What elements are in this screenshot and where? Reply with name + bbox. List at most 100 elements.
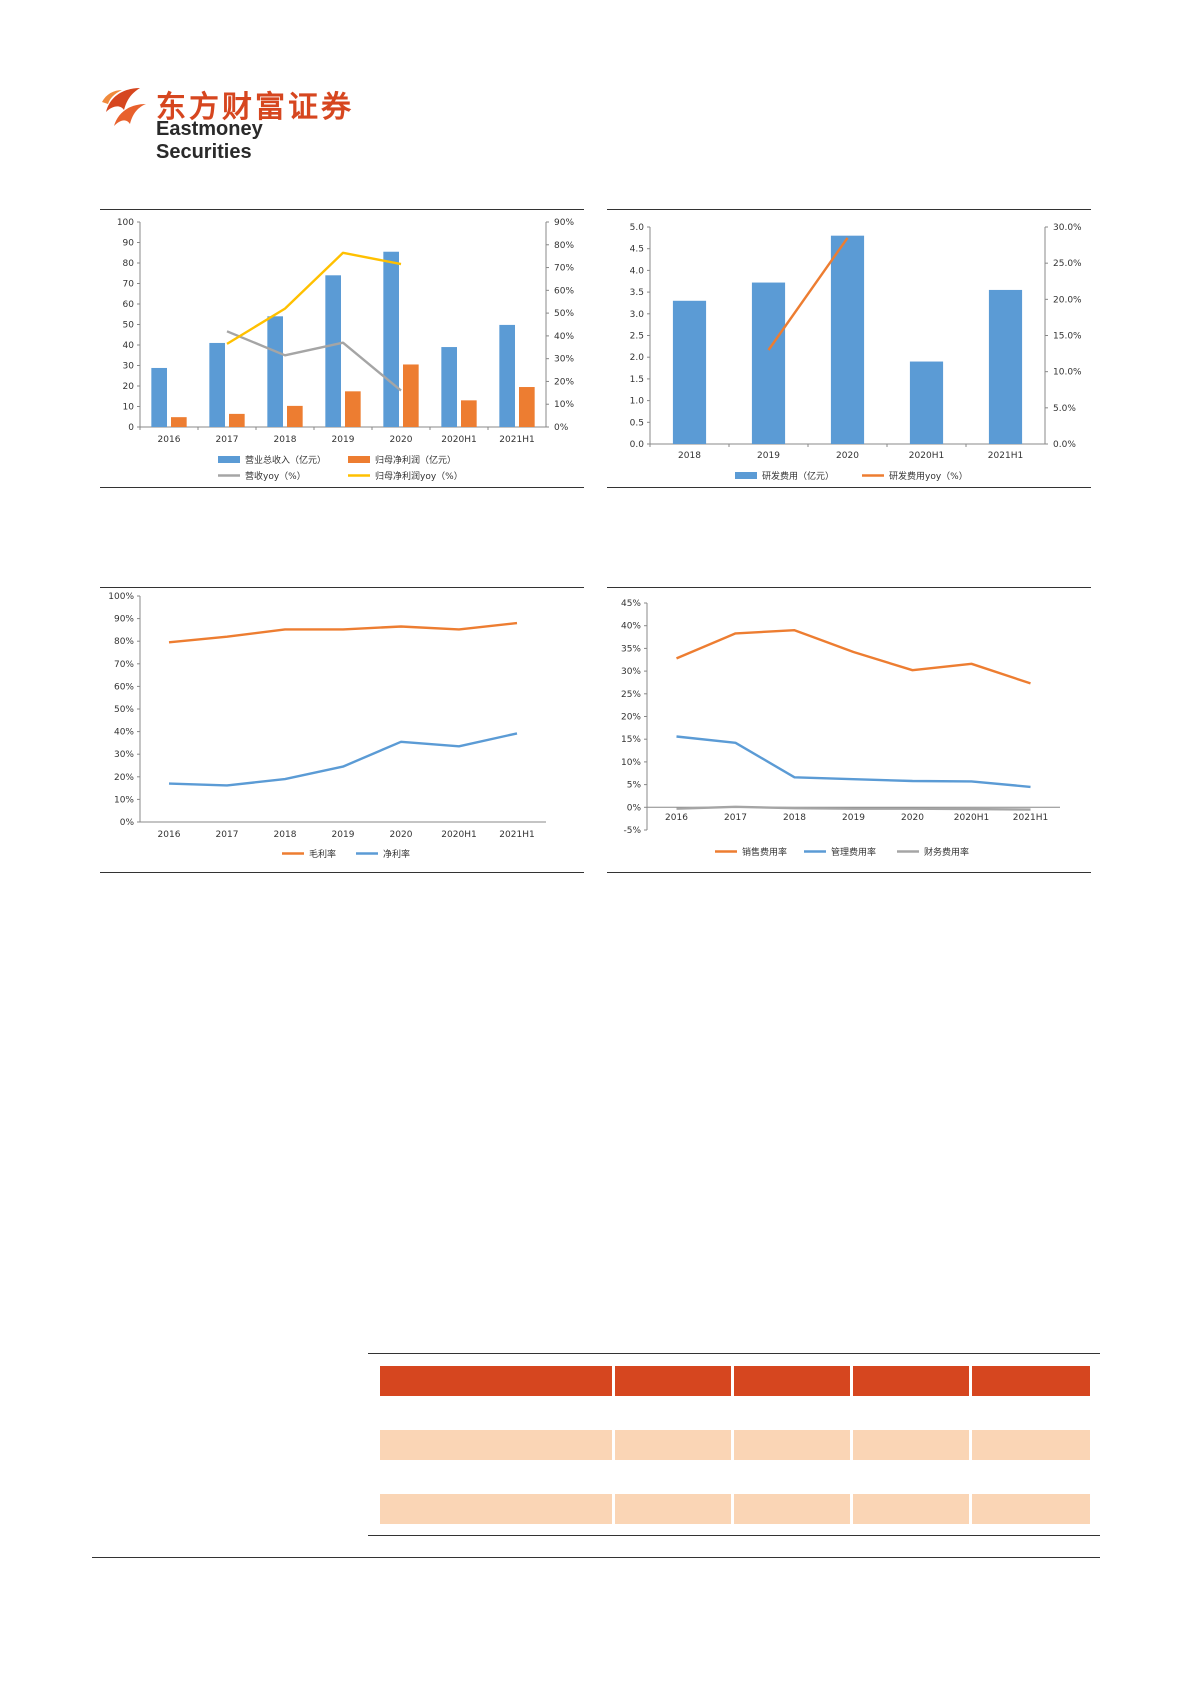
y-tick-label: 90% [114, 615, 134, 625]
table-cell [615, 1494, 731, 1524]
footer-rule [92, 1557, 1100, 1558]
y-tick-label: 70% [114, 660, 134, 670]
bar [325, 275, 341, 427]
margin-chart: 0% 10% 20% 30% 40% 50% 60% 70% 80% 90% 100% 2016 201… [100, 588, 584, 872]
x-tick-label: 2020 [390, 435, 413, 445]
y-tick-label: 20 [123, 382, 135, 392]
y-tick-label: 70 [123, 280, 135, 290]
series-line [226, 330, 402, 392]
x-tick-label: 2016 [665, 813, 688, 823]
y-tick-label: 4.5 [630, 245, 644, 255]
expense-ratio-chart: -5% 0% 5% 10% 15% 20% 25% 30% 35% 40% 45% 2016 2017 2… [607, 588, 1091, 872]
y-tick-label: 0 [128, 423, 134, 433]
x-tick-label: 2020H1 [909, 451, 944, 461]
bar [672, 300, 707, 444]
x-tick-label: 2020H1 [441, 830, 476, 840]
legend-label: 净利率 [383, 848, 410, 860]
legend-label: 营业总收入（亿元） [245, 454, 326, 466]
y-tick-label: 40% [114, 728, 134, 738]
table-cell [380, 1494, 612, 1524]
table-header-row [380, 1366, 1090, 1396]
table-row [380, 1494, 1090, 1524]
y2-tick-label: 70% [554, 264, 574, 274]
y-tick-label: 20% [114, 773, 134, 783]
y-tick-label: 40% [621, 622, 641, 632]
y-tick-label: 25% [621, 690, 641, 700]
y2-tick-label: 60% [554, 286, 574, 296]
series-line [168, 732, 518, 787]
y2-tick-label: 80% [554, 241, 574, 251]
table-cell [972, 1430, 1090, 1460]
legend-label: 归母净利润yoy（%） [375, 470, 463, 482]
y-tick-label: 3.5 [630, 288, 644, 298]
y-tick-label: 5.0 [630, 223, 645, 233]
rd-expense-chart: 0.0 0.5 1.0 1.5 2.0 2.5 3.0 3.5 4.0 4.5 5.0 0.0% 5.0… [607, 210, 1091, 487]
legend-label: 营收yoy（%） [245, 470, 306, 482]
x-tick-label: 2018 [274, 435, 297, 445]
y-tick-label: 80 [123, 259, 135, 269]
x-tick-label: 2018 [783, 813, 806, 823]
bar [267, 316, 283, 427]
table-cell [734, 1430, 850, 1460]
legend-swatch [735, 472, 757, 479]
chart-svg: 0.0 0.5 1.0 1.5 2.0 2.5 3.0 3.5 4.0 4.5 5.0 0.0% 5.0… [630, 223, 1082, 482]
chart-svg: 0 10 20 30 40 50 60 70 80 90 100 0% 10% 20% 30% 40% 50% 6… [117, 218, 575, 482]
y-tick-label: 40 [123, 341, 135, 351]
bar [209, 342, 225, 427]
chart3-bottom-rule [100, 872, 584, 873]
y-tick-label: 80% [114, 637, 134, 647]
bar [499, 324, 515, 427]
x-tick-label: 2021H1 [499, 830, 534, 840]
y-tick-label: 90 [123, 239, 135, 249]
flame-icon [102, 88, 146, 126]
bar [403, 364, 419, 427]
bar [461, 400, 477, 427]
y-tick-label: 35% [621, 644, 641, 654]
chart-svg: -5% 0% 5% 10% 15% 20% 25% 30% 35% 40% 45% 2016 2017 2… [621, 599, 1060, 858]
revenue-profit-chart: 0 10 20 30 40 50 60 70 80 90 100 0% 10% 20% 30% 40% 50% 6… [100, 210, 584, 487]
x-tick-label: 2019 [757, 451, 780, 461]
y-tick-label: 15% [621, 735, 641, 745]
x-tick-label: 2016 [158, 830, 181, 840]
table-cell [972, 1494, 1090, 1524]
y2-tick-label: 5.0% [1053, 404, 1076, 414]
y-tick-label: 60 [123, 300, 135, 310]
y-tick-label: 100 [117, 218, 134, 228]
chart1-bottom-rule [100, 487, 584, 488]
bar [229, 413, 245, 427]
y2-tick-label: 30% [554, 355, 574, 365]
table-cell [853, 1430, 969, 1460]
table-cell [734, 1494, 850, 1524]
y-tick-label: 0% [627, 803, 642, 813]
bar [345, 391, 361, 427]
y2-tick-label: 20.0% [1053, 295, 1082, 305]
table-bottom-rule [368, 1535, 1100, 1536]
y-tick-label: 50% [114, 705, 134, 715]
table-top-rule [368, 1353, 1100, 1354]
y-tick-label: 30 [123, 362, 135, 372]
chart1-top-rule [100, 209, 584, 210]
x-tick-label: 2021H1 [1013, 813, 1048, 823]
table-header-cell [615, 1366, 731, 1396]
y-tick-label: 1.0 [630, 397, 645, 407]
legend-label: 研发费用yoy（%） [889, 470, 968, 482]
x-tick-label: 2018 [678, 451, 701, 461]
series-line [226, 251, 402, 345]
y2-tick-label: 50% [554, 309, 574, 319]
table-header-cell [734, 1366, 850, 1396]
chart2-bottom-rule [607, 487, 1091, 488]
x-tick-label: 2020 [836, 451, 859, 461]
y-tick-label: 10% [114, 795, 134, 805]
x-tick-label: 2020 [901, 813, 924, 823]
bar [383, 251, 399, 427]
y-tick-label: 60% [114, 682, 134, 692]
x-tick-label: 2017 [724, 813, 747, 823]
brand-logo: 东方财富证券 Eastmoney Securities [100, 78, 360, 163]
x-tick-label: 2020H1 [441, 435, 476, 445]
y-tick-label: -5% [623, 826, 641, 836]
y2-tick-label: 15.0% [1053, 332, 1082, 342]
series-line [767, 237, 849, 351]
brand-name-en: Eastmoney Securities [156, 118, 263, 163]
table-cell [380, 1430, 612, 1460]
y-tick-label: 0% [120, 818, 135, 828]
